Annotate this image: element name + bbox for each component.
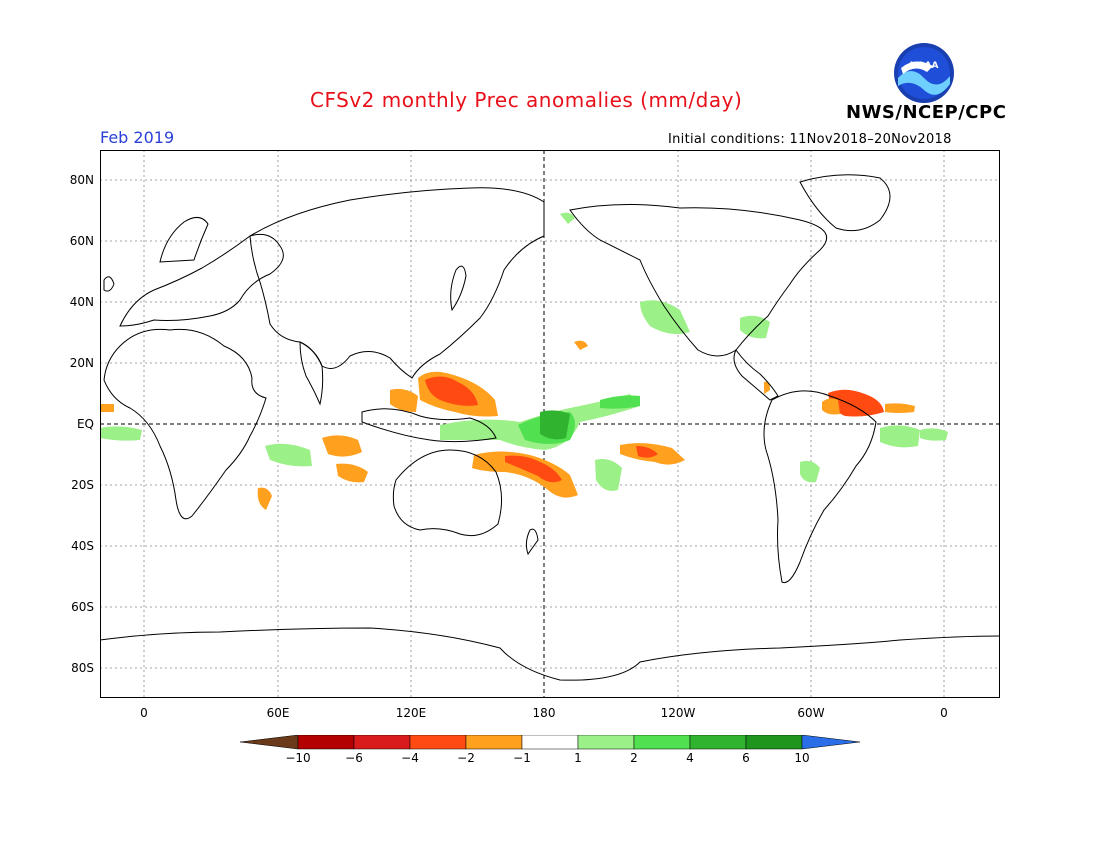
- colorbar-bin-6: [577, 735, 635, 750]
- precip-anomaly-map: [100, 150, 1000, 698]
- colorbar-bin-8: [689, 735, 747, 750]
- coastlines: [100, 174, 1000, 681]
- lat-label-80n: 80N: [69, 173, 94, 187]
- lat-label-40n: 40N: [69, 295, 94, 309]
- noaa-logo: NOAA: [894, 43, 954, 103]
- colorbar-low-arrow: [240, 735, 299, 750]
- colorbar-bin-1: [297, 735, 355, 750]
- lon-label-0-left: 0: [140, 706, 148, 720]
- lat-label-60s: 60S: [71, 600, 94, 614]
- colorbar-high-arrow: [801, 735, 860, 750]
- lat-label-60n: 60N: [69, 234, 94, 248]
- colorbar-bin-7: [633, 735, 691, 750]
- map-title: CFSv2 monthly Prec anomalies (mm/day): [310, 88, 743, 112]
- lon-label-180: 180: [532, 706, 556, 720]
- lon-label-120w: 120W: [660, 706, 696, 720]
- colorbar: [240, 735, 860, 750]
- lon-label-60e: 60E: [266, 706, 290, 720]
- colorbar-tick: 4: [686, 751, 694, 765]
- lat-label-eq: EQ: [76, 417, 94, 431]
- lat-label-40s: 40S: [71, 539, 94, 553]
- anomaly-patches: [100, 212, 948, 510]
- logo-text: NOAA: [910, 61, 939, 71]
- colorbar-tick: −6: [345, 751, 363, 765]
- lat-label-20n: 20N: [69, 356, 94, 370]
- colorbar-bin-2: [353, 735, 411, 750]
- colorbar-tick: 6: [742, 751, 750, 765]
- lon-label-120e: 120E: [395, 706, 427, 720]
- lon-label-60w: 60W: [797, 706, 825, 720]
- lat-label-80s: 80S: [71, 661, 94, 675]
- colorbar-tick: 2: [630, 751, 638, 765]
- colorbar-tick: −10: [285, 751, 311, 765]
- lat-label-20s: 20S: [71, 478, 94, 492]
- agency-label: NWS/NCEP/CPC: [846, 102, 1007, 123]
- colorbar-tick: 10: [794, 751, 810, 765]
- colorbar-bin-4: [465, 735, 523, 750]
- colorbar-bin-5: [521, 735, 579, 750]
- forecast-month: Feb 2019: [100, 128, 175, 147]
- colorbar-tick: −4: [401, 751, 419, 765]
- colorbar-bin-9: [745, 735, 803, 750]
- map-grid: [100, 150, 1000, 698]
- lon-label-0-right: 0: [940, 706, 948, 720]
- colorbar-tick: −2: [457, 751, 475, 765]
- colorbar-tick: −1: [513, 751, 531, 765]
- initial-conditions: Initial conditions: 11Nov2018–20Nov2018: [668, 132, 952, 147]
- colorbar-bin-3: [409, 735, 467, 750]
- colorbar-tick: 1: [574, 751, 582, 765]
